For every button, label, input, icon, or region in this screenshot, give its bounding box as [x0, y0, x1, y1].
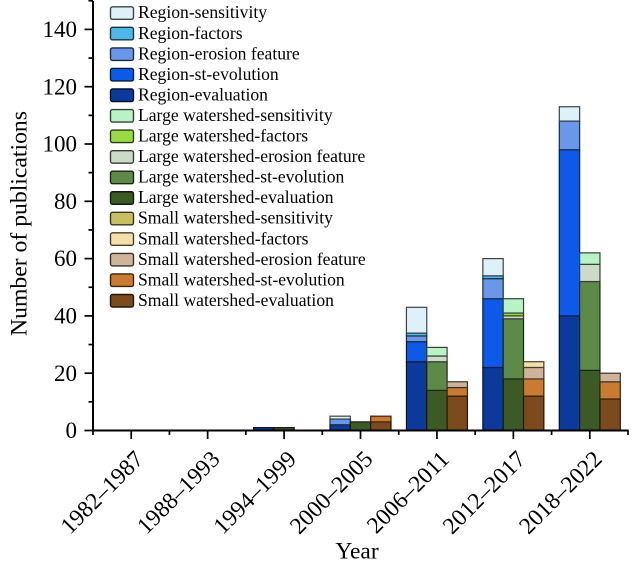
svg-text:0: 0: [66, 418, 78, 443]
svg-text:Region-sensitivity: Region-sensitivity: [138, 2, 267, 22]
svg-text:Large watershed-erosion featur: Large watershed-erosion feature: [138, 146, 365, 166]
svg-text:Large watershed-factors: Large watershed-factors: [138, 126, 308, 146]
svg-text:Region-factors: Region-factors: [138, 23, 243, 43]
svg-text:Large watershed-st-evolution: Large watershed-st-evolution: [138, 167, 345, 187]
svg-text:Large watershed-sensitivity: Large watershed-sensitivity: [138, 105, 333, 125]
svg-text:Region-evaluation: Region-evaluation: [138, 84, 268, 104]
svg-text:120: 120: [43, 74, 78, 99]
svg-text:Number of publications: Number of publications: [7, 111, 33, 336]
svg-text:20: 20: [54, 361, 77, 386]
svg-text:140: 140: [43, 17, 78, 42]
svg-text:Small watershed-factors: Small watershed-factors: [138, 228, 309, 248]
svg-text:Region-st-evolution: Region-st-evolution: [138, 64, 279, 84]
svg-text:60: 60: [54, 246, 77, 271]
svg-text:Year: Year: [335, 539, 378, 565]
svg-text:Region-erosion feature: Region-erosion feature: [138, 43, 300, 63]
svg-text:80: 80: [54, 189, 77, 214]
svg-text:Small watershed-erosion featur: Small watershed-erosion feature: [138, 249, 366, 269]
svg-text:Large watershed-evaluation: Large watershed-evaluation: [138, 187, 334, 207]
svg-text:40: 40: [54, 304, 77, 329]
svg-text:100: 100: [43, 132, 78, 157]
svg-text:Small watershed-st-evolution: Small watershed-st-evolution: [138, 269, 345, 289]
svg-text:Small watershed-evaluation: Small watershed-evaluation: [138, 290, 334, 310]
svg-text:Small watershed-sensitivity: Small watershed-sensitivity: [138, 208, 333, 228]
